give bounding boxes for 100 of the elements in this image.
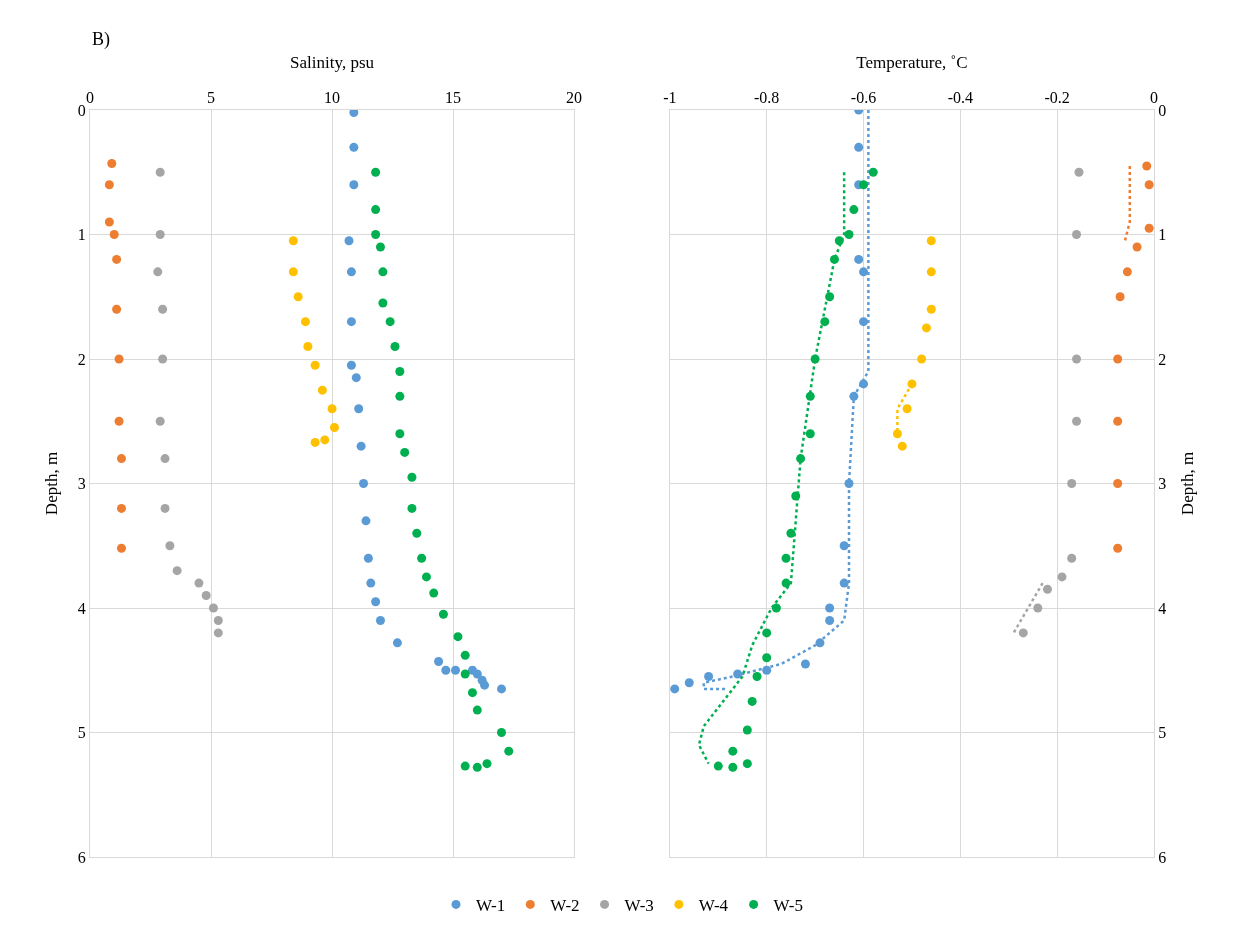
point	[114, 354, 124, 364]
point	[158, 354, 168, 364]
point	[346, 360, 356, 370]
y-tick-label: 5	[1158, 724, 1167, 742]
point	[288, 267, 298, 277]
point	[1132, 242, 1142, 252]
point	[317, 385, 327, 395]
y-tick-label: 0	[77, 101, 86, 119]
y-tick-label: 4	[77, 599, 86, 617]
point	[346, 267, 356, 277]
point	[310, 360, 320, 370]
point	[902, 404, 912, 414]
y-tick-label: 1	[77, 226, 86, 244]
point	[472, 762, 482, 772]
point	[116, 454, 126, 464]
point	[213, 628, 223, 638]
point	[926, 267, 936, 277]
point	[781, 578, 791, 588]
point	[441, 665, 451, 675]
point	[728, 746, 738, 756]
point	[293, 292, 303, 302]
point	[467, 688, 477, 698]
legend-label: W-5	[773, 896, 803, 916]
point	[375, 615, 385, 625]
point	[361, 516, 371, 526]
point	[480, 680, 490, 690]
point	[356, 441, 366, 451]
y-tick-label: 3	[77, 475, 86, 493]
point	[390, 342, 400, 352]
point	[460, 761, 470, 771]
point	[1115, 292, 1125, 302]
point	[116, 543, 126, 553]
point	[1042, 584, 1052, 594]
point	[300, 317, 310, 327]
x-axis-title: Temperature, ˚C	[856, 53, 968, 73]
y-tick-label: 5	[77, 724, 86, 742]
point	[1018, 628, 1028, 638]
point	[385, 317, 395, 327]
point	[844, 230, 854, 239]
point	[107, 159, 117, 169]
point	[349, 110, 359, 117]
y-tick-label: 0	[1158, 101, 1167, 119]
point	[366, 578, 376, 588]
point	[497, 684, 506, 694]
legend-label: W-2	[550, 896, 580, 916]
point	[412, 528, 422, 538]
point	[359, 479, 369, 488]
point	[109, 230, 119, 239]
point	[800, 659, 810, 669]
y-tick-label: 4	[1158, 599, 1167, 617]
y-axis-title: Depth, m	[42, 451, 62, 516]
point	[407, 503, 417, 513]
point	[854, 142, 864, 152]
point	[1113, 543, 1123, 553]
point	[303, 342, 313, 352]
point	[921, 323, 931, 333]
legend-label: W-3	[624, 896, 654, 916]
x-tick-label: -0.4	[947, 88, 974, 106]
point	[849, 205, 859, 215]
point	[859, 267, 869, 277]
point	[363, 553, 373, 563]
point	[451, 665, 461, 675]
point	[504, 746, 514, 756]
x-axis-title: Salinity, psu	[290, 53, 375, 73]
point	[762, 653, 772, 663]
point	[165, 541, 175, 551]
point	[112, 254, 122, 264]
point	[155, 416, 165, 426]
point	[825, 603, 835, 613]
point	[104, 217, 114, 227]
point	[1122, 267, 1132, 277]
point	[371, 167, 381, 177]
point	[713, 761, 723, 771]
point	[395, 429, 405, 439]
x-tick-label: -1	[663, 88, 677, 106]
x-tick-label: 15	[445, 88, 462, 106]
point	[349, 142, 359, 152]
point	[349, 180, 359, 190]
point	[497, 728, 506, 737]
point	[825, 615, 835, 625]
point	[417, 553, 427, 563]
legend-label: W-1	[476, 896, 506, 916]
x-tick-label: -0.8	[754, 88, 780, 106]
point	[213, 615, 223, 625]
x-tick-label: -0.2	[1044, 88, 1070, 106]
point	[172, 566, 182, 576]
point	[329, 422, 339, 432]
point	[421, 572, 431, 582]
line-series	[702, 110, 870, 691]
x-tick-label: 20	[566, 88, 583, 106]
point	[742, 725, 752, 735]
point	[472, 705, 482, 715]
point	[1142, 161, 1152, 171]
point	[839, 578, 849, 588]
point	[926, 304, 936, 314]
point	[805, 429, 815, 439]
x-tick-label: -0.6	[850, 88, 877, 106]
y-axis-title: Depth, m	[1177, 451, 1197, 516]
text: B)	[92, 29, 111, 50]
point	[1072, 230, 1082, 239]
